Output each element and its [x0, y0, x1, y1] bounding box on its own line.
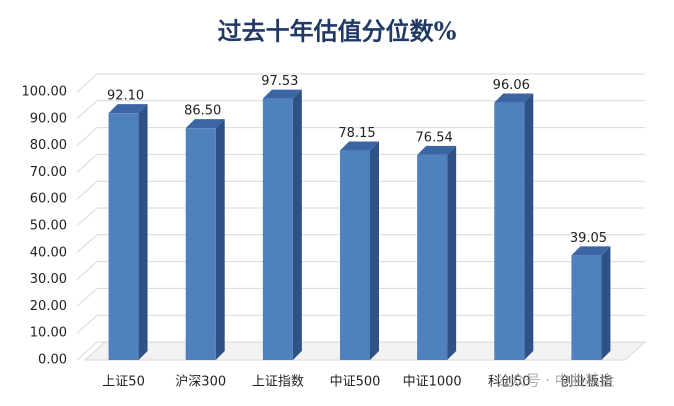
- y-tick-label: 90.00: [30, 111, 67, 126]
- value-label: 39.05: [570, 231, 607, 246]
- y-tick-label: 100.00: [22, 85, 68, 100]
- bar-side: [292, 89, 302, 360]
- bar-top: [494, 93, 534, 103]
- bar-top: [571, 246, 611, 256]
- y-tick-label: 0.00: [38, 353, 67, 368]
- value-label: 92.10: [107, 89, 144, 104]
- chart-title: 过去十年估值分位数%: [218, 17, 457, 46]
- y-tick-label: 70.00: [30, 165, 67, 180]
- bar: [571, 255, 602, 360]
- bar: [417, 154, 448, 360]
- grid-line: [76, 261, 645, 280]
- bar: [340, 150, 370, 360]
- grid-line: [76, 341, 645, 361]
- grid-line: [76, 180, 645, 200]
- value-label: 86.50: [184, 104, 221, 119]
- grid-line: [76, 234, 645, 254]
- y-tick-label: 60.00: [30, 192, 67, 207]
- x-tick-label: 上证50: [102, 375, 145, 390]
- bar-side: [215, 119, 225, 361]
- grid-line: [76, 287, 645, 307]
- x-tick-label: 科创50: [488, 375, 531, 390]
- bar-top: [262, 89, 302, 99]
- x-tick-label: 上证指数: [252, 375, 304, 390]
- watermark: 公众号 · 中曲基金: [495, 372, 614, 390]
- y-tick-label: 80.00: [30, 138, 67, 153]
- bar-side: [370, 141, 379, 360]
- value-label: 97.53: [261, 74, 298, 89]
- grid-line: [76, 100, 645, 120]
- grid-line: [76, 153, 645, 173]
- bar: [108, 113, 139, 360]
- y-tick-label: 30.00: [30, 272, 67, 287]
- grid-line: [76, 73, 645, 93]
- x-tick-label: 创业板指: [560, 375, 612, 390]
- value-label: 78.15: [338, 126, 375, 141]
- bar-side: [138, 104, 148, 360]
- bar-top: [185, 119, 225, 129]
- y-tick-label: 10.00: [30, 326, 67, 341]
- bar: [185, 128, 216, 360]
- x-tick-label: 中证500: [330, 375, 381, 390]
- y-tick-label: 50.00: [30, 219, 67, 234]
- bar-top: [340, 141, 379, 151]
- grid-line: [76, 207, 645, 227]
- bar-top: [108, 104, 148, 114]
- value-label: 76.54: [416, 130, 453, 145]
- bar-side: [447, 145, 457, 360]
- grid-line: [76, 314, 645, 334]
- value-label: 96.06: [493, 78, 530, 93]
- grid-line: [76, 127, 645, 146]
- bar-top: [417, 145, 457, 155]
- bar-side: [601, 246, 611, 360]
- bar: [262, 98, 293, 360]
- y-tick-label: 20.00: [30, 299, 67, 314]
- bar-side: [524, 93, 534, 360]
- y-tick-label: 40.00: [30, 245, 67, 260]
- x-tick-label: 沪深300: [175, 374, 226, 390]
- bar: [494, 102, 525, 360]
- x-tick-label: 中证1000: [403, 375, 462, 390]
